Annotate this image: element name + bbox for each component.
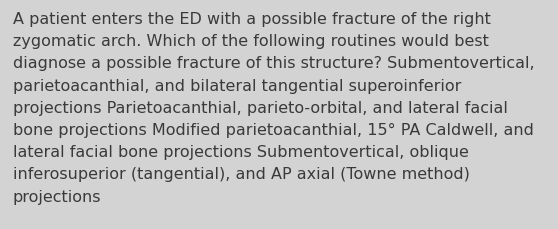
- Text: inferosuperior (tangential), and AP axial (Towne method): inferosuperior (tangential), and AP axia…: [13, 167, 470, 182]
- Text: parietoacanthial, and bilateral tangential superoinferior: parietoacanthial, and bilateral tangenti…: [13, 78, 461, 93]
- Text: diagnose a possible fracture of this structure? Submentovertical,: diagnose a possible fracture of this str…: [13, 56, 535, 71]
- Text: projections Parietoacanthial, parieto-orbital, and lateral facial: projections Parietoacanthial, parieto-or…: [13, 100, 508, 115]
- Text: bone projections Modified parietoacanthial, 15° PA Caldwell, and: bone projections Modified parietoacanthi…: [13, 123, 534, 137]
- Text: zygomatic arch. Which of the following routines would best: zygomatic arch. Which of the following r…: [13, 34, 489, 49]
- Text: lateral facial bone projections Submentovertical, oblique: lateral facial bone projections Submento…: [13, 144, 469, 160]
- Text: A patient enters the ED with a possible fracture of the right: A patient enters the ED with a possible …: [13, 12, 491, 27]
- Text: projections: projections: [13, 189, 102, 204]
